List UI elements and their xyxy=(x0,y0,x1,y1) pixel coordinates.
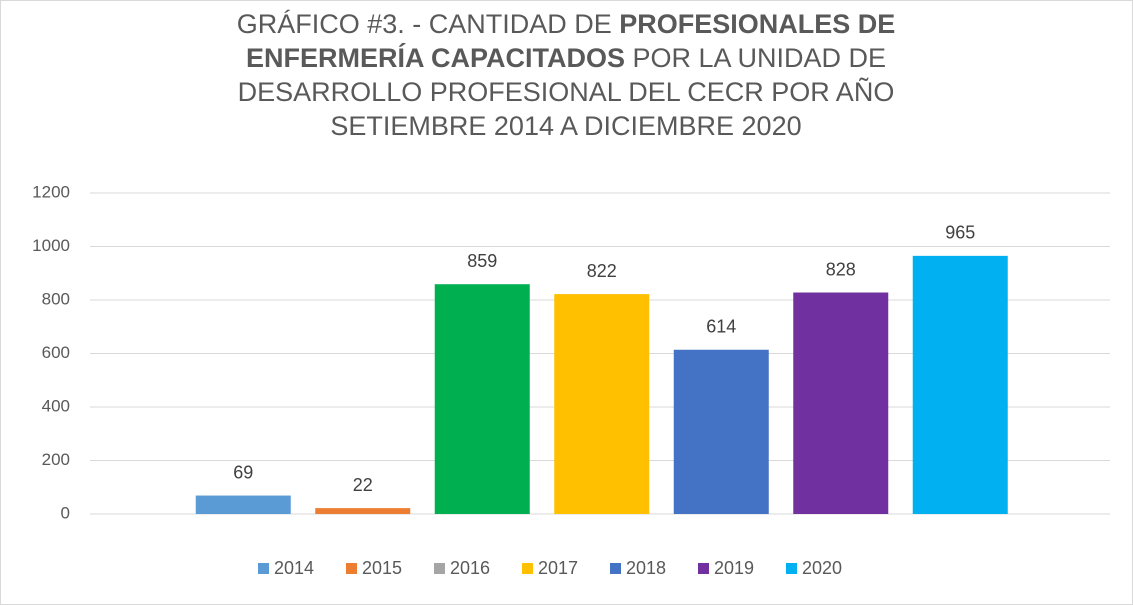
legend-label: 2014 xyxy=(274,558,314,578)
legend-label: 2017 xyxy=(538,558,578,578)
legend-swatch xyxy=(786,563,797,574)
data-label: 614 xyxy=(706,317,736,337)
legend-swatch xyxy=(610,563,621,574)
y-tick-label: 400 xyxy=(42,396,70,415)
y-tick-label: 1200 xyxy=(32,182,70,201)
y-tick-label: 800 xyxy=(42,289,70,308)
y-tick-label: 1000 xyxy=(32,236,70,255)
title-part: GRÁFICO #3. - CANTIDAD DE xyxy=(237,9,620,39)
title-part: DESARROLLO PROFESIONAL DEL CECR POR AÑO xyxy=(238,76,895,107)
legend-swatch xyxy=(698,563,709,574)
data-label: 22 xyxy=(353,475,373,495)
y-tick-label: 0 xyxy=(61,503,70,522)
data-label: 859 xyxy=(467,251,497,271)
bar xyxy=(793,292,889,514)
legend-label: 2020 xyxy=(802,558,842,578)
legend-label: 2016 xyxy=(450,558,490,578)
legend-swatch xyxy=(258,563,269,574)
legend-swatch xyxy=(346,563,357,574)
legend-label: 2019 xyxy=(714,558,754,578)
y-tick-label: 200 xyxy=(42,450,70,469)
title-part: ENFERMERÍA CAPACITADOS xyxy=(246,42,625,73)
bar xyxy=(673,349,769,514)
data-label: 69 xyxy=(233,462,253,482)
legend-label: 2018 xyxy=(626,558,666,578)
title-part: SETIEMBRE 2014 A DICIEMBRE 2020 xyxy=(330,111,801,141)
legend-label: 2015 xyxy=(362,558,402,578)
data-label: 822 xyxy=(587,261,617,281)
data-label: 828 xyxy=(826,259,856,279)
chart-title: GRÁFICO #3. - CANTIDAD DE PROFESIONALES … xyxy=(237,9,896,39)
chart-title: SETIEMBRE 2014 A DICIEMBRE 2020 xyxy=(330,111,801,141)
bar xyxy=(912,255,1008,515)
y-tick-label: 600 xyxy=(42,343,70,362)
title-part: POR LA UNIDAD DE xyxy=(625,43,886,73)
bar xyxy=(554,294,650,514)
legend-swatch xyxy=(434,563,445,574)
bar xyxy=(195,495,291,514)
data-label: 965 xyxy=(945,223,975,243)
chart-title: ENFERMERÍA CAPACITADOS POR LA UNIDAD DE xyxy=(246,42,886,73)
bar xyxy=(315,508,411,514)
chart-title: DESARROLLO PROFESIONAL DEL CECR POR AÑO xyxy=(238,76,895,107)
legend-swatch xyxy=(522,563,533,574)
bar xyxy=(434,284,530,514)
title-part: PROFESIONALES DE xyxy=(619,9,895,39)
